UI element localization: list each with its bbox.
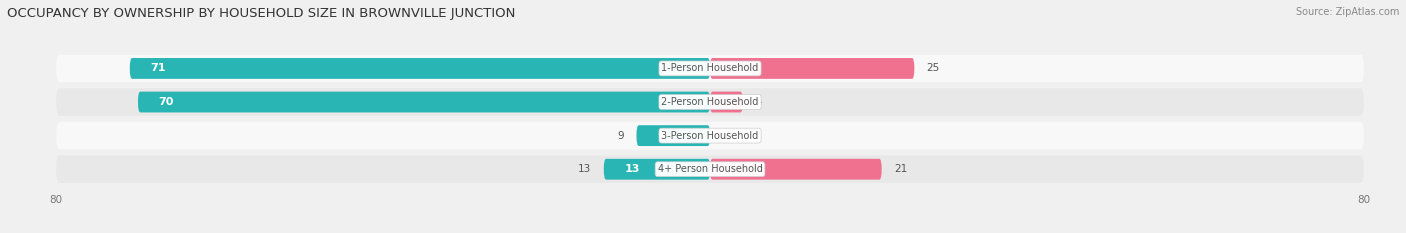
FancyBboxPatch shape (603, 159, 710, 180)
Text: 21: 21 (894, 164, 907, 174)
FancyBboxPatch shape (710, 159, 882, 180)
Text: 13: 13 (578, 164, 592, 174)
FancyBboxPatch shape (710, 58, 914, 79)
Text: 3-Person Household: 3-Person Household (661, 131, 759, 141)
Text: 71: 71 (150, 63, 166, 73)
Text: 1-Person Household: 1-Person Household (661, 63, 759, 73)
Text: Source: ZipAtlas.com: Source: ZipAtlas.com (1295, 7, 1399, 17)
Text: 9: 9 (657, 131, 665, 141)
Text: 4+ Person Household: 4+ Person Household (658, 164, 762, 174)
FancyBboxPatch shape (138, 92, 710, 113)
Text: 9: 9 (617, 131, 624, 141)
Text: 4: 4 (755, 97, 762, 107)
FancyBboxPatch shape (56, 55, 1364, 82)
FancyBboxPatch shape (56, 155, 1364, 183)
FancyBboxPatch shape (56, 122, 1364, 149)
Text: 0: 0 (723, 131, 728, 141)
Text: 13: 13 (624, 164, 640, 174)
FancyBboxPatch shape (710, 92, 742, 113)
FancyBboxPatch shape (637, 125, 710, 146)
Text: 70: 70 (159, 97, 174, 107)
FancyBboxPatch shape (129, 58, 710, 79)
Text: 2-Person Household: 2-Person Household (661, 97, 759, 107)
Text: OCCUPANCY BY OWNERSHIP BY HOUSEHOLD SIZE IN BROWNVILLE JUNCTION: OCCUPANCY BY OWNERSHIP BY HOUSEHOLD SIZE… (7, 7, 516, 20)
FancyBboxPatch shape (56, 88, 1364, 116)
Text: 25: 25 (927, 63, 939, 73)
